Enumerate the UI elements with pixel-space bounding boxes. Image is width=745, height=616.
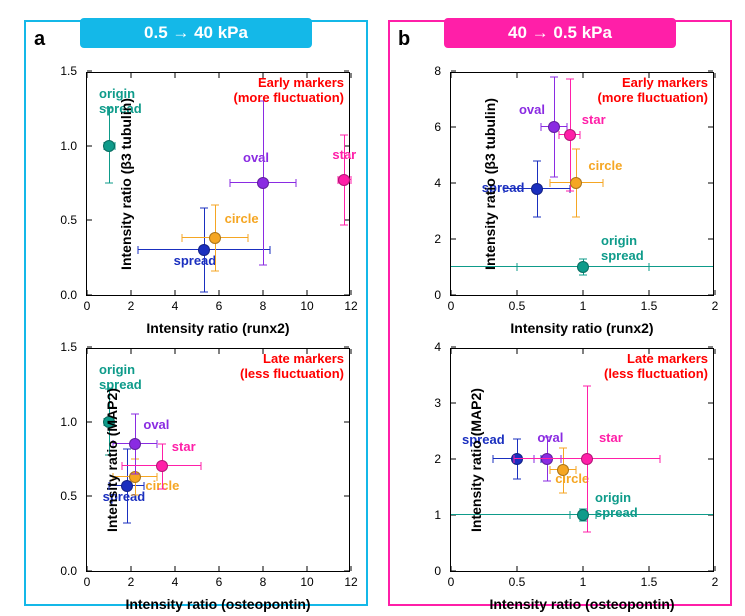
figure-wrap: a 0.5 → 40 kPa 0246810120.00.51.01.5orig… (0, 0, 745, 616)
x-tick: 0 (84, 575, 91, 589)
x-tick: 8 (260, 575, 267, 589)
x-tick: 0.5 (509, 299, 526, 313)
x-tick: 1 (580, 575, 587, 589)
point-label-oval: oval (519, 102, 545, 117)
point-label-star: star (172, 439, 196, 454)
data-point-star (581, 453, 593, 465)
data-point-origin_spread (103, 140, 115, 152)
panel-b-label: b (398, 28, 410, 51)
data-point-oval (257, 177, 269, 189)
point-label-circle: circle (588, 158, 622, 173)
x-tick: 1 (580, 299, 587, 313)
x-tick: 10 (300, 575, 313, 589)
data-point-star (156, 460, 168, 472)
y-tick: 0.5 (60, 489, 77, 503)
chart-b_bot: 00.511.5201234spreadovalcirclestarorigin… (450, 348, 714, 572)
y-axis-label: Intensity ratio (β3 tubulin) (482, 98, 498, 270)
point-label-circle: circle (225, 211, 259, 226)
chart-annotation: Late markers(less fluctuation) (240, 352, 344, 382)
x-tick: 0.5 (509, 575, 526, 589)
x-tick: 4 (172, 299, 179, 313)
panel-a: a 0.5 → 40 kPa 0246810120.00.51.01.5orig… (24, 20, 368, 606)
point-label-oval: oval (537, 430, 563, 445)
chart-annotation: Early markers(more fluctuation) (234, 76, 345, 106)
point-label-star: star (599, 430, 623, 445)
y-axis-label: Intensity ratio (MAP2) (468, 388, 484, 532)
x-tick: 6 (216, 299, 223, 313)
data-point-circle (209, 232, 221, 244)
data-point-spread (531, 183, 543, 195)
chart-a_top: 0246810120.00.51.01.5originspreadspreadc… (86, 72, 350, 296)
y-tick: 0 (434, 564, 441, 578)
point-label-oval: oval (243, 150, 269, 165)
chart-b_top: 00.511.5202468spreadovalstarcircleorigin… (450, 72, 714, 296)
data-point-oval (541, 453, 553, 465)
point-label-oval: oval (143, 417, 169, 432)
y-tick: 0.0 (60, 564, 77, 578)
x-tick: 10 (300, 299, 313, 313)
y-tick: 1.0 (60, 415, 77, 429)
x-axis-label: Intensity ratio (runx2) (86, 320, 350, 336)
x-tick: 12 (344, 299, 357, 313)
y-tick: 4 (434, 176, 441, 190)
x-tick: 6 (216, 575, 223, 589)
chart-annotation: Late markers(less fluctuation) (604, 352, 708, 382)
chart-a_bot: 0246810120.00.51.01.5originspreadspreadc… (86, 348, 350, 572)
point-label-spread: spread (174, 253, 217, 268)
y-tick: 1.0 (60, 139, 77, 153)
panel-a-header: 0.5 → 40 kPa (80, 18, 312, 48)
y-tick: 0.0 (60, 288, 77, 302)
x-tick: 0 (448, 299, 455, 313)
x-tick: 8 (260, 299, 267, 313)
y-tick: 2 (434, 452, 441, 466)
panel-a-label: a (34, 28, 45, 51)
x-axis-label: Intensity ratio (osteopontin) (86, 596, 350, 612)
point-label-origin_spread: originspread (601, 233, 644, 263)
x-axis-label: Intensity ratio (osteopontin) (450, 596, 714, 612)
y-tick: 1.5 (60, 340, 77, 354)
y-tick: 1.5 (60, 64, 77, 78)
y-tick: 8 (434, 64, 441, 78)
data-point-star (564, 129, 576, 141)
x-tick: 1.5 (641, 299, 658, 313)
point-label-star: star (332, 147, 356, 162)
x-tick: 2 (128, 299, 135, 313)
x-tick: 2 (128, 575, 135, 589)
x-tick: 2 (712, 299, 719, 313)
x-tick: 1.5 (641, 575, 658, 589)
y-tick: 1 (434, 508, 441, 522)
data-point-star (338, 174, 350, 186)
chart-annotation: Early markers(more fluctuation) (598, 76, 709, 106)
point-label-origin_spread: originspread (595, 490, 638, 520)
y-tick: 2 (434, 232, 441, 246)
y-tick: 4 (434, 340, 441, 354)
x-tick: 0 (448, 575, 455, 589)
data-point-origin_spread (577, 509, 589, 521)
panel-b: b 40 → 0.5 kPa 00.511.5202468spreadovals… (388, 20, 732, 606)
x-tick: 4 (172, 575, 179, 589)
y-axis-label: Intensity ratio (MAP2) (104, 388, 120, 532)
data-point-spread (511, 453, 523, 465)
y-axis-label: Intensity ratio (β3 tubulin) (118, 98, 134, 270)
point-label-circle: circle (555, 471, 589, 486)
data-point-oval (129, 438, 141, 450)
panel-a-header-text: 0.5 → 40 kPa (144, 23, 248, 43)
data-point-origin_spread (577, 261, 589, 273)
x-tick: 2 (712, 575, 719, 589)
y-tick: 0 (434, 288, 441, 302)
panel-b-header: 40 → 0.5 kPa (444, 18, 676, 48)
x-tick: 12 (344, 575, 357, 589)
x-axis-label: Intensity ratio (runx2) (450, 320, 714, 336)
y-tick: 3 (434, 396, 441, 410)
y-tick: 6 (434, 120, 441, 134)
y-tick: 0.5 (60, 213, 77, 227)
x-tick: 0 (84, 299, 91, 313)
data-point-circle (570, 177, 582, 189)
point-label-star: star (582, 112, 606, 127)
panel-b-header-text: 40 → 0.5 kPa (508, 23, 612, 43)
